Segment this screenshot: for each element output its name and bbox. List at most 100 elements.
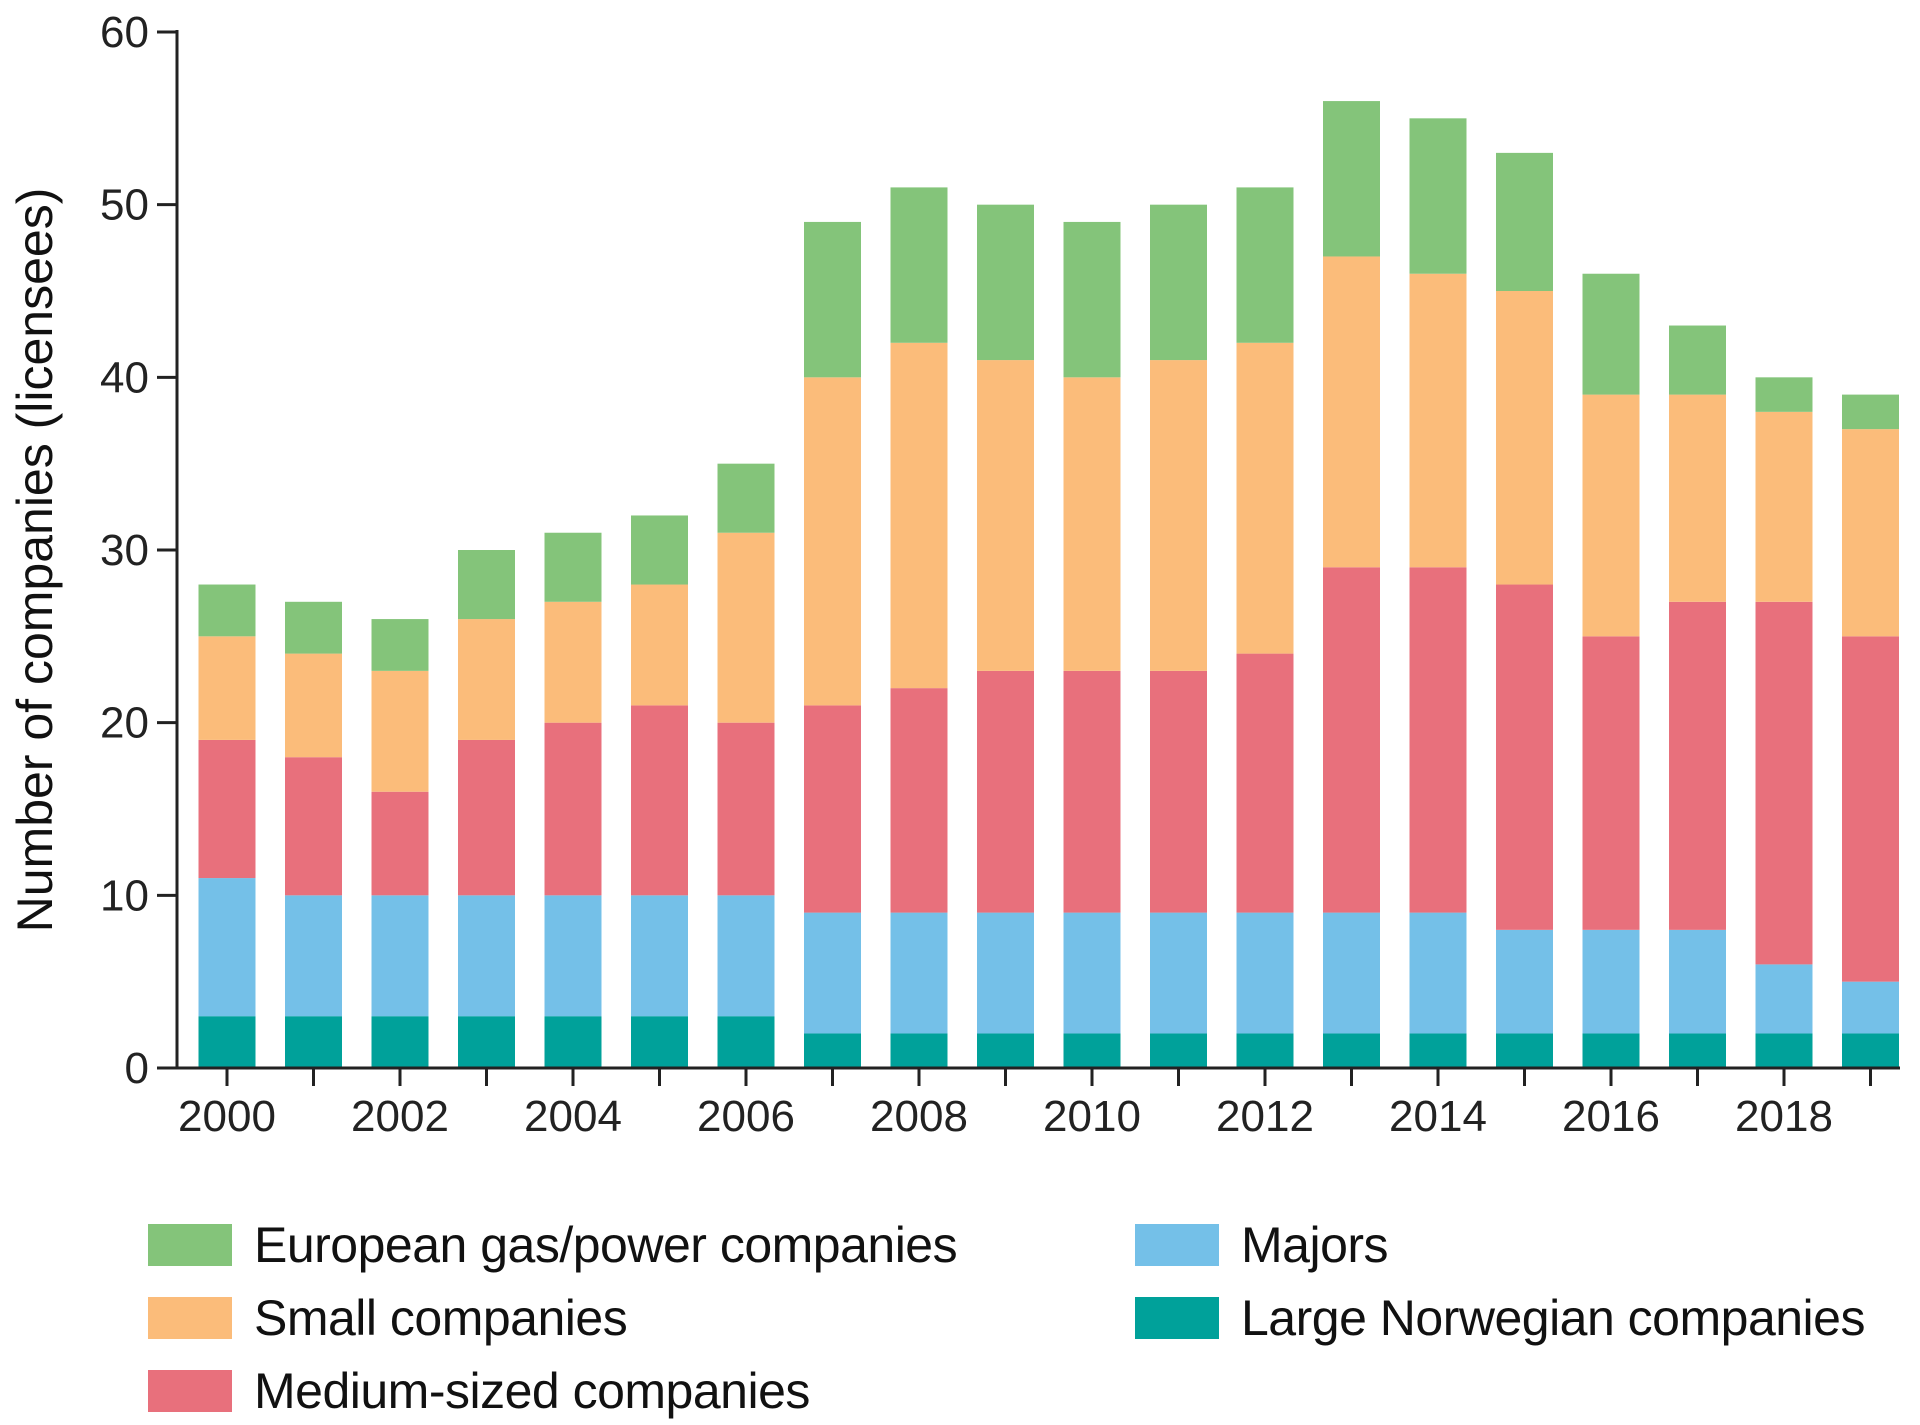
bar-medium-sized-companies-2016 [1582, 636, 1640, 930]
bar-majors-2014 [1409, 912, 1467, 1034]
bar-majors-2006 [717, 895, 775, 1017]
bar-small-companies-2013 [1323, 256, 1380, 568]
bar-large-norwegian-companies-2005 [631, 1016, 688, 1068]
bar-majors-2013 [1323, 912, 1380, 1034]
bar-medium-sized-companies-2002 [371, 791, 429, 896]
y-axis-title: Number of companies (licensees) [7, 188, 63, 933]
bar-small-companies-2003 [458, 619, 515, 740]
bar-large-norwegian-companies-2007 [804, 1033, 861, 1068]
bar-small-companies-2019 [1842, 429, 1899, 637]
bar-european-gas-power-companies-2008 [890, 187, 948, 343]
bar-european-gas-power-companies-2017 [1669, 325, 1726, 395]
bar-large-norwegian-companies-2009 [977, 1033, 1034, 1068]
x-tick-label-2000: 2000 [178, 1092, 276, 1141]
x-tick-label-2006: 2006 [697, 1092, 795, 1141]
bar-large-norwegian-companies-2017 [1669, 1033, 1726, 1068]
bar-small-companies-2002 [371, 670, 429, 792]
bar-majors-2016 [1582, 929, 1640, 1034]
bar-large-norwegian-companies-2018 [1755, 1033, 1813, 1068]
bar-medium-sized-companies-2003 [458, 739, 515, 896]
bar-european-gas-power-companies-2005 [631, 515, 688, 585]
bar-european-gas-power-companies-2013 [1323, 101, 1380, 257]
y-tick-label-0: 0 [125, 1044, 149, 1093]
bar-european-gas-power-companies-2015 [1496, 152, 1553, 291]
bar-medium-sized-companies-2013 [1323, 567, 1380, 913]
bar-majors-2000 [198, 878, 256, 1017]
bar-majors-2005 [631, 895, 688, 1017]
bar-medium-sized-companies-2014 [1409, 567, 1467, 913]
bar-medium-sized-companies-2006 [717, 722, 775, 896]
bar-european-gas-power-companies-2019 [1842, 394, 1899, 430]
bar-small-companies-2008 [890, 342, 948, 689]
bar-large-norwegian-companies-2011 [1150, 1033, 1207, 1068]
bar-small-companies-2016 [1582, 394, 1640, 637]
bar-small-companies-2018 [1755, 411, 1813, 602]
bar-large-norwegian-companies-2003 [458, 1016, 515, 1068]
y-tick-label-10: 10 [100, 871, 149, 920]
bar-small-companies-2009 [977, 360, 1034, 671]
bar-european-gas-power-companies-2011 [1150, 204, 1207, 361]
bar-small-companies-2005 [631, 584, 688, 706]
bar-european-gas-power-companies-2004 [544, 532, 602, 602]
y-tick-label-40: 40 [100, 353, 149, 402]
bar-european-gas-power-companies-2010 [1063, 221, 1121, 378]
y-tick-label-20: 20 [100, 699, 149, 748]
bar-european-gas-power-companies-2018 [1755, 377, 1813, 412]
bar-european-gas-power-companies-2003 [458, 550, 515, 620]
y-tick-label-60: 60 [100, 8, 149, 57]
bar-majors-2010 [1063, 912, 1121, 1034]
bar-large-norwegian-companies-2008 [890, 1033, 948, 1068]
axes-group: 0 10 20 30 40 50 60 2000 2002 2004 2006 2008 2010 201… [100, 8, 1900, 1141]
bar-medium-sized-companies-2004 [544, 722, 602, 896]
bar-small-companies-2017 [1669, 394, 1726, 602]
bars-group [198, 101, 1899, 1068]
bar-large-norwegian-companies-2002 [371, 1016, 429, 1068]
bar-majors-2004 [544, 895, 602, 1017]
bar-medium-sized-companies-2000 [198, 739, 256, 879]
bar-small-companies-2010 [1063, 377, 1121, 671]
bar-european-gas-power-companies-2002 [371, 619, 429, 671]
bar-majors-2017 [1669, 929, 1726, 1034]
bar-medium-sized-companies-2010 [1063, 670, 1121, 913]
bar-majors-2018 [1755, 964, 1813, 1034]
bar-majors-2019 [1842, 981, 1899, 1034]
bar-medium-sized-companies-2005 [631, 705, 688, 896]
bar-european-gas-power-companies-2012 [1236, 187, 1294, 343]
bar-medium-sized-companies-2008 [890, 688, 948, 913]
bar-european-gas-power-companies-2014 [1409, 118, 1467, 274]
x-tick-label-2014: 2014 [1389, 1092, 1487, 1141]
bar-european-gas-power-companies-2000 [198, 584, 256, 637]
x-tick-label-2004: 2004 [524, 1092, 622, 1141]
bar-small-companies-2014 [1409, 273, 1467, 568]
bar-medium-sized-companies-2015 [1496, 584, 1553, 930]
bar-small-companies-2011 [1150, 360, 1207, 671]
bar-large-norwegian-companies-2000 [198, 1016, 256, 1068]
y-tick-label-30: 30 [100, 526, 149, 575]
bar-small-companies-2015 [1496, 291, 1553, 585]
bar-large-norwegian-companies-2016 [1582, 1033, 1640, 1068]
bar-majors-2001 [285, 895, 342, 1017]
bar-medium-sized-companies-2001 [285, 757, 342, 896]
bar-majors-2011 [1150, 912, 1207, 1034]
x-tick-label-2012: 2012 [1216, 1092, 1314, 1141]
bar-medium-sized-companies-2017 [1669, 601, 1726, 930]
bar-large-norwegian-companies-2013 [1323, 1033, 1380, 1068]
x-tick-label-2002: 2002 [351, 1092, 449, 1141]
y-tick-label-50: 50 [100, 181, 149, 230]
bar-large-norwegian-companies-2010 [1063, 1033, 1121, 1068]
bar-majors-2015 [1496, 929, 1553, 1034]
bar-european-gas-power-companies-2009 [977, 204, 1034, 361]
bar-european-gas-power-companies-2006 [717, 463, 775, 533]
bar-european-gas-power-companies-2016 [1582, 273, 1640, 395]
bar-small-companies-2012 [1236, 342, 1294, 654]
bar-majors-2012 [1236, 912, 1294, 1034]
bar-medium-sized-companies-2019 [1842, 636, 1899, 982]
bar-large-norwegian-companies-2014 [1409, 1033, 1467, 1068]
bar-medium-sized-companies-2012 [1236, 653, 1294, 913]
x-tick-label-2010: 2010 [1043, 1092, 1141, 1141]
bar-large-norwegian-companies-2006 [717, 1016, 775, 1068]
bar-large-norwegian-companies-2019 [1842, 1033, 1899, 1068]
bar-medium-sized-companies-2007 [804, 705, 861, 913]
bar-small-companies-2001 [285, 653, 342, 758]
